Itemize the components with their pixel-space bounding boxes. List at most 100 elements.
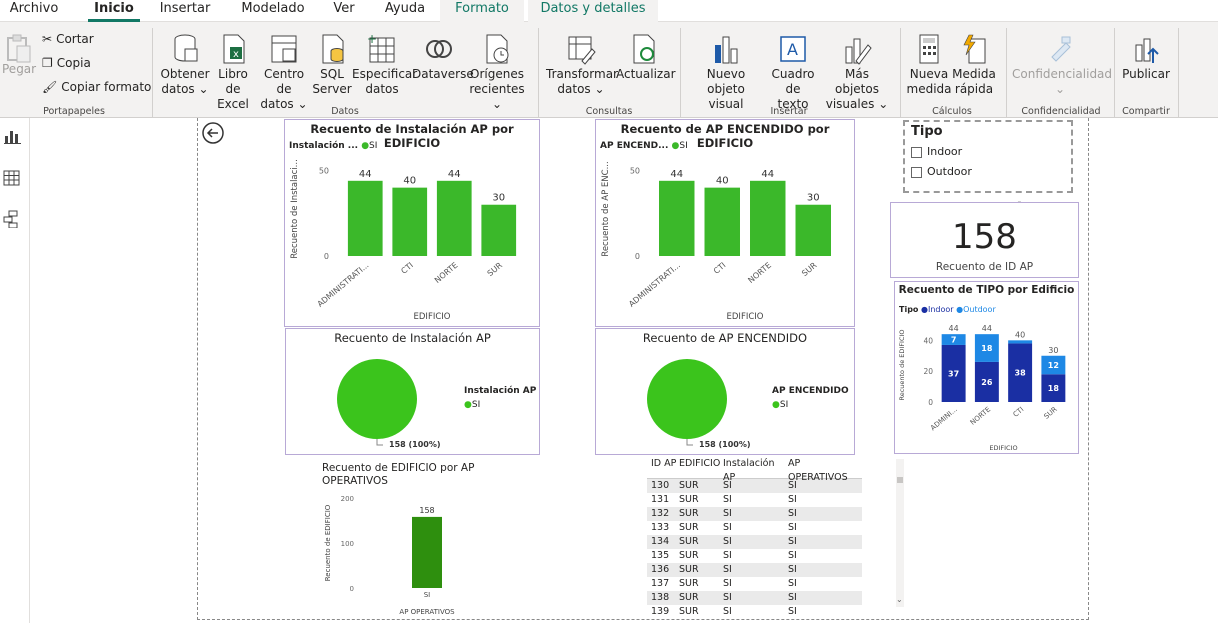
y-tick-label: 0 — [324, 252, 329, 261]
slicer-item-outdoor[interactable]: Outdoor — [911, 165, 972, 178]
slicer-item-indoor[interactable]: Indoor — [911, 145, 962, 158]
chevron-down-icon: ⌄ — [297, 97, 308, 111]
pie-slice — [337, 359, 417, 439]
card-label: Recuento de ID AP — [935, 261, 1034, 273]
data-table[interactable]: ID AP EDIFICIO Instalación AP AP OPERATIVOS… — [647, 457, 862, 619]
recent-sources-button[interactable]: Orígenes recientes ⌄ — [468, 34, 526, 112]
pie-chart-instalacion[interactable]: Recuento de Instalación AP 158 (100%) In… — [285, 328, 540, 455]
tab-insertar[interactable]: Insertar — [159, 1, 211, 16]
new-measure-button[interactable]: Nueva medida — [906, 34, 952, 97]
table-cell: SI — [723, 494, 732, 505]
y-tick-label: 20 — [923, 367, 933, 376]
divider — [1006, 28, 1007, 118]
chart-plot: Recuento de EDIFICIO 0 100 200 158 SI AP OPERA… — [324, 495, 455, 616]
pie-chart-encendido[interactable]: Recuento de AP ENCENDIDO 158 (100%) AP E… — [595, 328, 855, 455]
column-header[interactable]: AP OPERATIVOS — [788, 458, 848, 483]
table-row[interactable]: 134 SUR SI SI — [647, 535, 862, 549]
scrollbar-thumb[interactable] — [897, 477, 903, 483]
tab-formato[interactable]: Formato — [440, 0, 524, 22]
data-view-icon[interactable] — [3, 170, 21, 186]
table-cell: SI — [788, 592, 797, 603]
refresh-button[interactable]: Actualizar — [616, 34, 676, 82]
stacked-chart-tipo[interactable]: Recuento de TIPO por Edificio Tipo ●Indo… — [894, 281, 1079, 454]
chevron-down-icon[interactable]: ⌄ — [896, 595, 903, 604]
table-row[interactable]: 136 SUR SI SI — [647, 563, 862, 577]
dataverse-icon — [426, 40, 452, 58]
copy-button[interactable]: ❐ Copia — [42, 56, 91, 70]
bar-chart-instalacion[interactable]: Recuento de Instalación AP por EDIFICIO … — [284, 119, 540, 327]
more-visuals-button[interactable]: Más objetos visuales ⌄ — [822, 38, 892, 112]
x-axis-label: EDIFICIO — [989, 444, 1017, 452]
tab-inicio[interactable]: Inicio — [88, 0, 140, 22]
checkbox[interactable] — [911, 146, 922, 158]
y-tick-label: 0 — [635, 252, 640, 261]
format-painter-button[interactable]: 🖌 Copiar formato — [42, 80, 151, 94]
excel-button[interactable]: x Libro de Excel — [210, 34, 256, 112]
legend-title: Instalación AP — [464, 386, 537, 396]
card-id-ap[interactable]: 158 Recuento de ID AP — [890, 202, 1079, 278]
table-row[interactable]: 139 SUR SI SI — [647, 605, 862, 619]
bar-chart-encendido[interactable]: Recuento de AP ENCENDIDO por EDIFICIO AP… — [595, 119, 855, 327]
table-cell: SI — [723, 522, 732, 533]
paste-button[interactable]: Pegar — [2, 34, 36, 77]
data-label: 30 — [492, 193, 505, 204]
enter-data-button[interactable]: + Especificar datos — [352, 33, 417, 97]
tab-ver[interactable]: Ver — [333, 1, 355, 16]
transform-label-1: Transformar — [546, 67, 618, 81]
report-view-icon[interactable] — [4, 128, 22, 144]
get-data-button[interactable]: Obtener datos ⌄ — [160, 34, 210, 97]
chart-plot: 158 (100%) — [337, 359, 441, 449]
copy-label: Copia — [56, 56, 91, 70]
textbox-button[interactable]: A Cuadro de texto — [764, 36, 822, 112]
publish-button[interactable]: Publicar — [1120, 38, 1172, 82]
table-row[interactable]: 138 SUR SI SI — [647, 591, 862, 605]
dataverse-button[interactable]: Dataverse — [412, 40, 474, 82]
column-header[interactable]: ID AP — [651, 458, 677, 469]
table-row[interactable]: 135 SUR SI SI — [647, 549, 862, 563]
data-label: 44 — [670, 169, 683, 180]
table-row[interactable]: 133 SUR SI SI — [647, 521, 862, 535]
x-tick-label: SUR — [1042, 405, 1058, 420]
column-header[interactable]: EDIFICIO — [679, 458, 721, 469]
database-icon — [174, 34, 198, 62]
transform-data-button[interactable]: Transformar datos ⌄ — [546, 36, 618, 97]
y-axis-label: Recuento de EDIFICIO — [898, 329, 906, 400]
back-arrow-icon[interactable] — [201, 121, 225, 145]
new-visual-button[interactable]: Nuevo objeto visual — [688, 36, 764, 112]
transform-label-2: datos — [557, 82, 591, 96]
tab-ayuda[interactable]: Ayuda — [384, 1, 426, 16]
y-tick-label: 0 — [350, 585, 354, 593]
group-insertar: Insertar — [770, 106, 808, 117]
data-label: 158 (100%) — [389, 440, 441, 449]
sensitivity-button[interactable]: Confidencialidad ⌄ — [1012, 36, 1112, 97]
checkbox[interactable] — [911, 166, 922, 178]
chart-title: Recuento de AP ENCENDIDO por EDIFICIO — [620, 122, 830, 150]
table-cell: 133 — [651, 522, 670, 533]
bar-chart-operativos[interactable]: Recuento de EDIFICIO por AP OPERATIVOS R… — [318, 460, 548, 618]
tipo-slicer[interactable]: Tipo Indoor Outdoor — [903, 120, 1073, 193]
table-scrollbar[interactable]: ⌄ — [896, 459, 904, 607]
table-row[interactable]: 131 SUR SI SI — [647, 493, 862, 507]
y-tick-label: 100 — [341, 540, 354, 548]
transform-icon — [568, 36, 596, 65]
table-cell: SI — [723, 564, 732, 575]
cut-button[interactable]: ✂ Cortar — [42, 32, 94, 46]
svg-text:x: x — [233, 49, 239, 60]
recent-icon — [486, 34, 509, 64]
quick-measure-button[interactable]: Medida rápida — [952, 34, 996, 97]
table-cell: SUR — [679, 494, 699, 505]
data-label: 30 — [807, 193, 820, 204]
tab-datos-detalles[interactable]: Datos y detalles — [528, 0, 658, 22]
column-header[interactable]: Instalación AP — [723, 458, 775, 483]
sql-server-button[interactable]: SQL Server — [312, 34, 352, 97]
table-row[interactable]: 132 SUR SI SI — [647, 507, 862, 521]
lightning-calculator-icon — [963, 34, 986, 64]
x-tick-label: CTI — [1012, 405, 1026, 418]
table-row[interactable]: 137 SUR SI SI — [647, 577, 862, 591]
chart-legend: ●SI — [464, 400, 480, 410]
model-view-icon[interactable] — [3, 210, 21, 228]
datahub-button[interactable]: Centro de datos ⌄ — [256, 35, 312, 112]
tab-modelado[interactable]: Modelado — [241, 1, 305, 16]
table-row[interactable]: 130 SUR SI SI — [647, 479, 862, 493]
tab-archivo[interactable]: Archivo — [9, 1, 59, 16]
